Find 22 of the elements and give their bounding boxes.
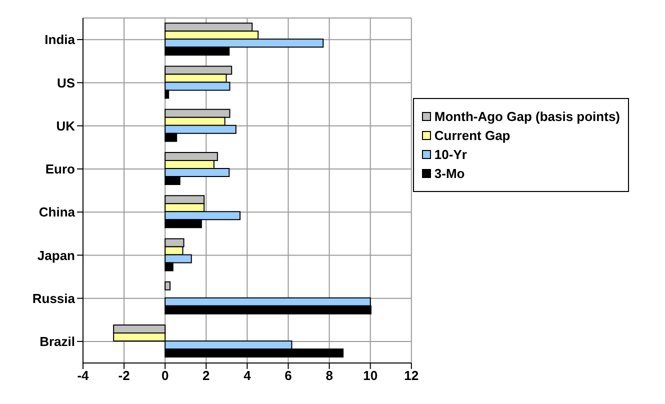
legend-label: 3-Mo (434, 166, 465, 181)
x-tick-label: -4 (77, 368, 90, 384)
legend-label: 10-Yr (434, 147, 467, 162)
legend-label: Month-Ago Gap (basis points) (434, 109, 620, 124)
x-tick-label: 0 (161, 368, 169, 384)
legend-label: Current Gap (434, 128, 510, 143)
x-tick-label: 4 (244, 368, 252, 384)
y-tick-label: Euro (45, 162, 76, 177)
x-tick-label: 6 (284, 368, 292, 384)
x-tick-label: 10 (363, 368, 378, 384)
y-tick-label: China (38, 204, 76, 220)
y-tick-label: India (44, 32, 76, 48)
bar (164, 281, 171, 290)
y-tick-label: UK (56, 118, 76, 134)
x-tick-label: 8 (326, 368, 333, 384)
y-tick-label: Brazil (40, 334, 75, 350)
y-tick-label: US (56, 75, 76, 90)
x-tick-label: 2 (202, 368, 210, 384)
y-tick-label: Japan (37, 248, 76, 263)
x-tick-label: 12 (404, 368, 419, 384)
y-tick-label: Russia (32, 290, 76, 306)
x-tick-label: -2 (118, 368, 130, 384)
